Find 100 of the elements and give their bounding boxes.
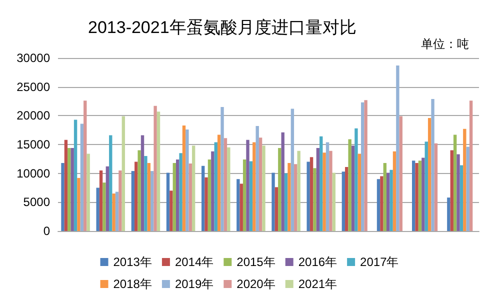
bar: [418, 160, 422, 231]
y-tick-label: 25000: [16, 80, 50, 94]
bar: [274, 187, 278, 231]
bar: [320, 136, 323, 231]
bar: [246, 140, 250, 231]
bar: [172, 162, 176, 231]
bar: [224, 138, 228, 231]
bar: [109, 135, 112, 231]
bar: [463, 128, 466, 231]
bar: [456, 154, 460, 231]
legend-label: 2014年: [174, 255, 214, 269]
bar: [170, 190, 173, 231]
bar: [258, 138, 262, 231]
chart-title: 2013-2021年蛋氨酸月度进口量对比: [88, 18, 356, 37]
bar: [61, 162, 64, 231]
bar: [428, 118, 432, 231]
bar: [214, 142, 218, 231]
bar: [179, 153, 182, 231]
bar: [211, 151, 214, 231]
bar: [313, 168, 316, 231]
bar: [431, 98, 434, 231]
bar: [208, 159, 212, 231]
bar: [147, 162, 151, 231]
bar: [306, 162, 310, 231]
bar: [453, 134, 457, 231]
bar: [390, 170, 393, 231]
bar: [249, 161, 253, 231]
bar: [122, 116, 126, 231]
bar: [217, 134, 221, 231]
bar: [450, 150, 454, 231]
bar: [70, 148, 74, 231]
bar: [348, 139, 352, 231]
bar: [424, 142, 428, 231]
bar: [383, 162, 386, 231]
bar: [332, 172, 336, 231]
bar: [376, 179, 380, 231]
bar: [140, 135, 144, 231]
bar: [386, 172, 390, 231]
bar: [297, 150, 300, 231]
bar: [186, 130, 189, 231]
bar: [166, 172, 170, 231]
bar: [284, 173, 288, 231]
bar: [396, 65, 400, 231]
bar: [460, 165, 464, 231]
bar: [188, 164, 192, 231]
bar: [80, 124, 84, 231]
legend-label: 2017年: [360, 255, 399, 269]
bar: [281, 132, 284, 231]
bar: [262, 146, 266, 231]
y-tick-label: 15000: [16, 138, 50, 152]
bar: [310, 157, 314, 231]
legend-label: 2015年: [236, 255, 276, 269]
bar: [176, 159, 180, 231]
bar: [182, 125, 186, 231]
bar: [422, 158, 425, 231]
bar: [106, 166, 110, 231]
legend-label: 2018年: [113, 277, 152, 291]
y-tick-label: 5000: [23, 195, 50, 210]
bar: [227, 147, 230, 231]
bar: [156, 112, 160, 231]
bar: [236, 179, 240, 231]
bar: [201, 166, 205, 231]
bar: [358, 154, 362, 231]
bar: [361, 102, 364, 231]
bar: [144, 156, 148, 231]
bar: [351, 146, 355, 231]
bar: [399, 116, 402, 231]
bar: [294, 164, 298, 231]
bar: [466, 146, 470, 231]
legend-label: 2019年: [174, 277, 214, 291]
bar: [329, 150, 332, 231]
bar: [256, 126, 259, 231]
bar: [84, 100, 87, 231]
bar: [131, 171, 135, 231]
bar: [288, 162, 291, 231]
legend-label: 2021年: [298, 277, 338, 291]
bar: [242, 159, 246, 231]
bar: [154, 106, 157, 231]
bar: [134, 162, 138, 231]
bar: [322, 152, 326, 231]
bar: [112, 194, 116, 231]
bar: [64, 140, 68, 231]
bar: [272, 172, 275, 231]
bar: [345, 166, 348, 231]
bar: [118, 170, 122, 231]
bar: [342, 172, 346, 231]
y-tick-label: 0: [43, 224, 50, 238]
bar: [380, 176, 384, 231]
bar: [240, 184, 243, 231]
bar: [354, 128, 358, 231]
bar: [86, 154, 90, 231]
bar: [138, 150, 141, 231]
bar: [74, 120, 78, 231]
y-tick-label: 30000: [16, 51, 50, 65]
bar: [278, 148, 282, 231]
bar: [316, 148, 320, 231]
bar: [290, 108, 294, 231]
bar: [252, 142, 256, 231]
legend-label: 2016年: [298, 255, 338, 269]
bar: [99, 170, 103, 231]
